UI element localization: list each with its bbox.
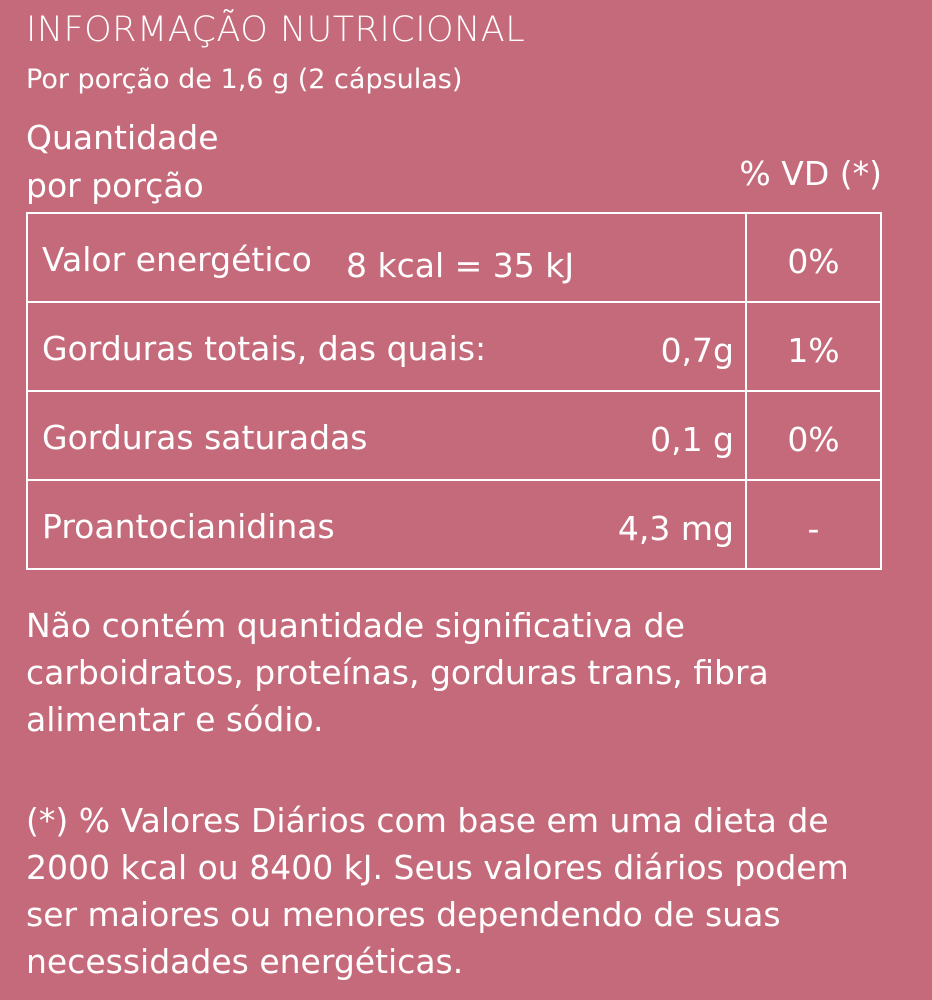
nutrition-table: Valor energético 8 kcal = 35 kJ 0% Gordu… <box>26 212 882 570</box>
daily-value-header: % VD (*) <box>739 154 882 193</box>
nutrient-name: Gorduras saturadas <box>42 418 368 457</box>
label-title: INFORMAÇÃO NUTRICIONAL <box>26 10 526 50</box>
nutrient-name: Gorduras totais, das quais: <box>42 329 487 368</box>
nutrient-amount: 8 kcal = 35 kJ <box>346 246 575 285</box>
table-row: Gorduras saturadas 0,1 g 0% <box>28 392 880 481</box>
table-row: Gorduras totais, das quais: 0,7g 1% <box>28 303 880 392</box>
quantity-header-line1: Quantidade <box>26 118 219 157</box>
nutrient-daily-value: - <box>807 509 820 548</box>
nutrient-amount: 4,3 mg <box>617 509 734 548</box>
table-row: Proantocianidinas 4,3 mg - <box>28 481 880 570</box>
nutrient-name: Valor energético <box>42 240 312 279</box>
daily-values-footnote: (*) % Valores Diários com base em uma di… <box>26 801 849 981</box>
quantity-header-line2: por porção <box>26 166 204 205</box>
nutrient-daily-value: 0% <box>787 420 840 459</box>
table-row: Valor energético 8 kcal = 35 kJ 0% <box>28 214 880 303</box>
nutrient-name: Proantocianidinas <box>42 507 335 546</box>
nutrient-daily-value: 1% <box>787 331 840 370</box>
nutrient-amount: 0,1 g <box>650 420 734 459</box>
serving-size: Por porção de 1,6 g (2 cápsulas) <box>26 64 463 95</box>
not-significant-note: Não contém quantidade significativa de c… <box>26 606 769 739</box>
nutrient-daily-value: 0% <box>787 242 840 281</box>
nutrient-amount: 0,7g <box>660 331 734 370</box>
